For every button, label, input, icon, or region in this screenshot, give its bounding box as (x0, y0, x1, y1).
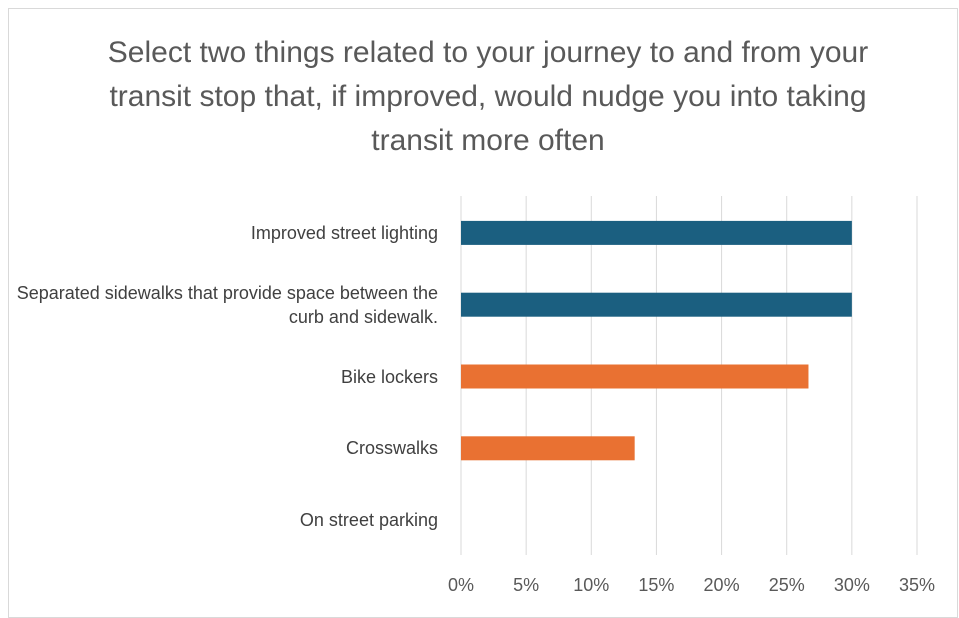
x-tick-label: 5% (513, 575, 539, 595)
x-tick-label: 25% (769, 575, 805, 595)
x-tick-label: 20% (704, 575, 740, 595)
y-tick-label: Crosswalks (345, 438, 438, 459)
bar (461, 364, 809, 389)
x-tick-label: 0% (448, 575, 474, 595)
bar (461, 436, 635, 461)
chart-title: Select two things related to your journe… (107, 36, 869, 157)
y-tick-label: Separated sidewalks that provide space b… (16, 282, 438, 327)
bar (461, 220, 852, 245)
y-tick-label: On street parking (299, 510, 438, 531)
x-tick-label: 30% (834, 575, 870, 595)
bar (461, 292, 852, 317)
x-tick-label: 35% (899, 575, 935, 595)
y-tick-label: Bike lockers (340, 366, 438, 387)
x-tick-label: 15% (638, 575, 674, 595)
y-tick-label: Improved street lighting (250, 222, 438, 243)
x-tick-label: 10% (573, 575, 609, 595)
